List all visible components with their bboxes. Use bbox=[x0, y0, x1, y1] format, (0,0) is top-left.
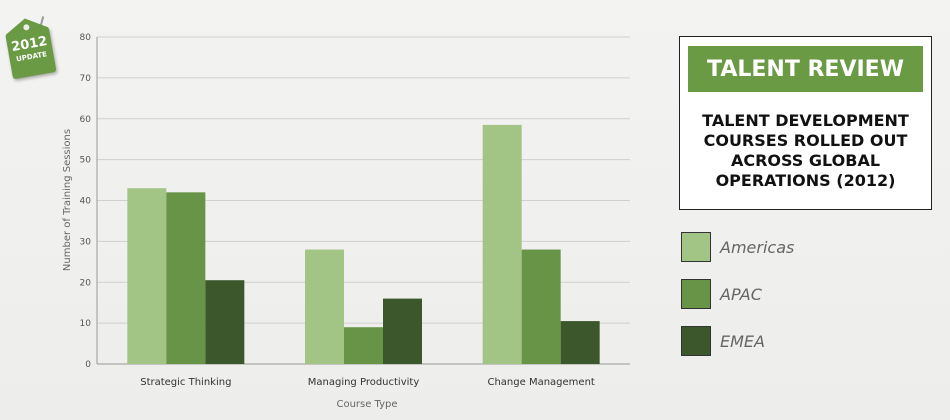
bar-americas-2 bbox=[482, 124, 522, 364]
legend-label: EMEA bbox=[720, 332, 765, 351]
y-tick-label: 20 bbox=[80, 278, 92, 288]
y-tick-label: 60 bbox=[80, 115, 92, 125]
y-tick-label: 40 bbox=[80, 197, 92, 207]
y-tick-label: 10 bbox=[80, 319, 92, 329]
bar-apac-1 bbox=[344, 327, 383, 364]
y-axis-ticks: 0 10 20 30 40 50 60 70 80 bbox=[80, 33, 92, 370]
x-axis-categories: Strategic Thinking Managing Productivity C… bbox=[140, 377, 595, 388]
chart-title-line: TALENT DEVELOPMENT bbox=[702, 111, 909, 130]
x-category-label: Strategic Thinking bbox=[140, 377, 231, 388]
tag-body: 2012 UPDATE bbox=[5, 26, 57, 80]
bar-apac-2 bbox=[521, 249, 561, 364]
bars bbox=[127, 124, 600, 364]
bar-apac-0 bbox=[166, 192, 206, 364]
legend-swatch bbox=[681, 232, 711, 262]
chart-title-line: COURSES ROLLED OUT bbox=[703, 131, 908, 150]
y-tick-label: 30 bbox=[80, 237, 92, 247]
legend-swatch bbox=[681, 326, 711, 356]
chart-title: TALENT DEVELOPMENT COURSES ROLLED OUT AC… bbox=[688, 111, 923, 191]
bar-emea-0 bbox=[205, 280, 245, 364]
legend-label: APAC bbox=[720, 285, 762, 304]
y-tick-label: 80 bbox=[80, 33, 92, 43]
legend-item-emea: EMEA bbox=[681, 326, 881, 358]
y-tick-label: 70 bbox=[80, 74, 92, 84]
bar-emea-2 bbox=[560, 321, 600, 364]
chart-title-line: OPERATIONS (2012) bbox=[715, 171, 896, 190]
bar-chart: 0 10 20 30 40 50 60 70 80 Strategic Thinking Mana… bbox=[62, 33, 630, 410]
y-axis-title: Number of Training Sessions bbox=[62, 129, 73, 271]
x-category-label: Change Management bbox=[487, 377, 594, 388]
y-tick-label: 0 bbox=[85, 360, 91, 370]
legend-label: Americas bbox=[720, 238, 795, 257]
y-tick-label: 50 bbox=[80, 156, 92, 166]
chart-title-line: ACROSS GLOBAL bbox=[730, 151, 881, 170]
legend-swatch bbox=[681, 279, 711, 309]
legend-item-apac: APAC bbox=[681, 279, 881, 311]
bar-americas-0 bbox=[127, 188, 167, 364]
title-panel: TALENT REVIEW TALENT DEVELOPMENT COURSES… bbox=[679, 36, 932, 210]
legend-item-americas: Americas bbox=[681, 232, 881, 264]
x-category-label: Managing Productivity bbox=[308, 377, 420, 388]
x-axis-title: Course Type bbox=[336, 399, 397, 410]
bar-emea-1 bbox=[383, 298, 422, 364]
title-banner: TALENT REVIEW bbox=[688, 46, 923, 92]
bar-americas-1 bbox=[305, 249, 344, 364]
